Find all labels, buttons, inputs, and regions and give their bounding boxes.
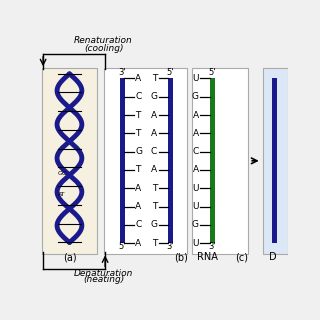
Text: G: G <box>150 220 157 229</box>
Text: T: T <box>152 239 157 248</box>
Text: 3': 3' <box>208 242 216 252</box>
Text: 5': 5' <box>208 68 216 76</box>
Text: G: G <box>150 92 157 101</box>
Bar <box>42 68 97 254</box>
Text: A: A <box>193 165 199 174</box>
Text: T: T <box>135 110 141 120</box>
Text: T: T <box>152 74 157 83</box>
Text: (b): (b) <box>174 252 188 262</box>
Text: G: G <box>135 147 142 156</box>
Bar <box>168 78 173 243</box>
Text: U: U <box>192 239 199 248</box>
Text: A: A <box>151 110 157 120</box>
Text: U: U <box>192 184 199 193</box>
Text: AT: AT <box>58 192 66 197</box>
Text: C: C <box>135 92 141 101</box>
Text: (cooling): (cooling) <box>84 44 123 53</box>
Text: T: T <box>152 184 157 193</box>
Text: D: D <box>269 252 277 262</box>
Text: A: A <box>151 165 157 174</box>
Text: (a): (a) <box>63 252 76 262</box>
Text: T: T <box>152 202 157 211</box>
Text: A: A <box>135 202 141 211</box>
Text: A: A <box>193 129 199 138</box>
Text: GC: GC <box>58 172 67 176</box>
Text: 3': 3' <box>166 242 174 252</box>
Bar <box>104 68 187 254</box>
Text: C: C <box>135 220 141 229</box>
Text: (heating): (heating) <box>83 275 124 284</box>
Text: (c): (c) <box>235 252 248 262</box>
Bar <box>263 68 288 254</box>
Bar <box>210 78 215 243</box>
Text: T: T <box>135 165 141 174</box>
Text: Denaturation: Denaturation <box>74 268 133 277</box>
Text: C: C <box>151 147 157 156</box>
Text: A: A <box>151 129 157 138</box>
Bar <box>192 68 248 254</box>
Text: 5': 5' <box>166 68 174 76</box>
Text: A: A <box>135 184 141 193</box>
Text: RNA: RNA <box>196 252 217 262</box>
Text: Renaturation: Renaturation <box>74 36 133 45</box>
Text: A: A <box>193 110 199 120</box>
Text: C: C <box>193 147 199 156</box>
Text: G: G <box>192 220 199 229</box>
Bar <box>120 78 125 243</box>
Text: A: A <box>135 239 141 248</box>
Text: T: T <box>135 129 141 138</box>
Text: 3': 3' <box>118 68 126 76</box>
Text: 5': 5' <box>118 242 126 252</box>
Text: U: U <box>192 202 199 211</box>
Text: A: A <box>135 74 141 83</box>
Bar <box>272 78 277 243</box>
Text: U: U <box>192 74 199 83</box>
Text: G: G <box>192 92 199 101</box>
